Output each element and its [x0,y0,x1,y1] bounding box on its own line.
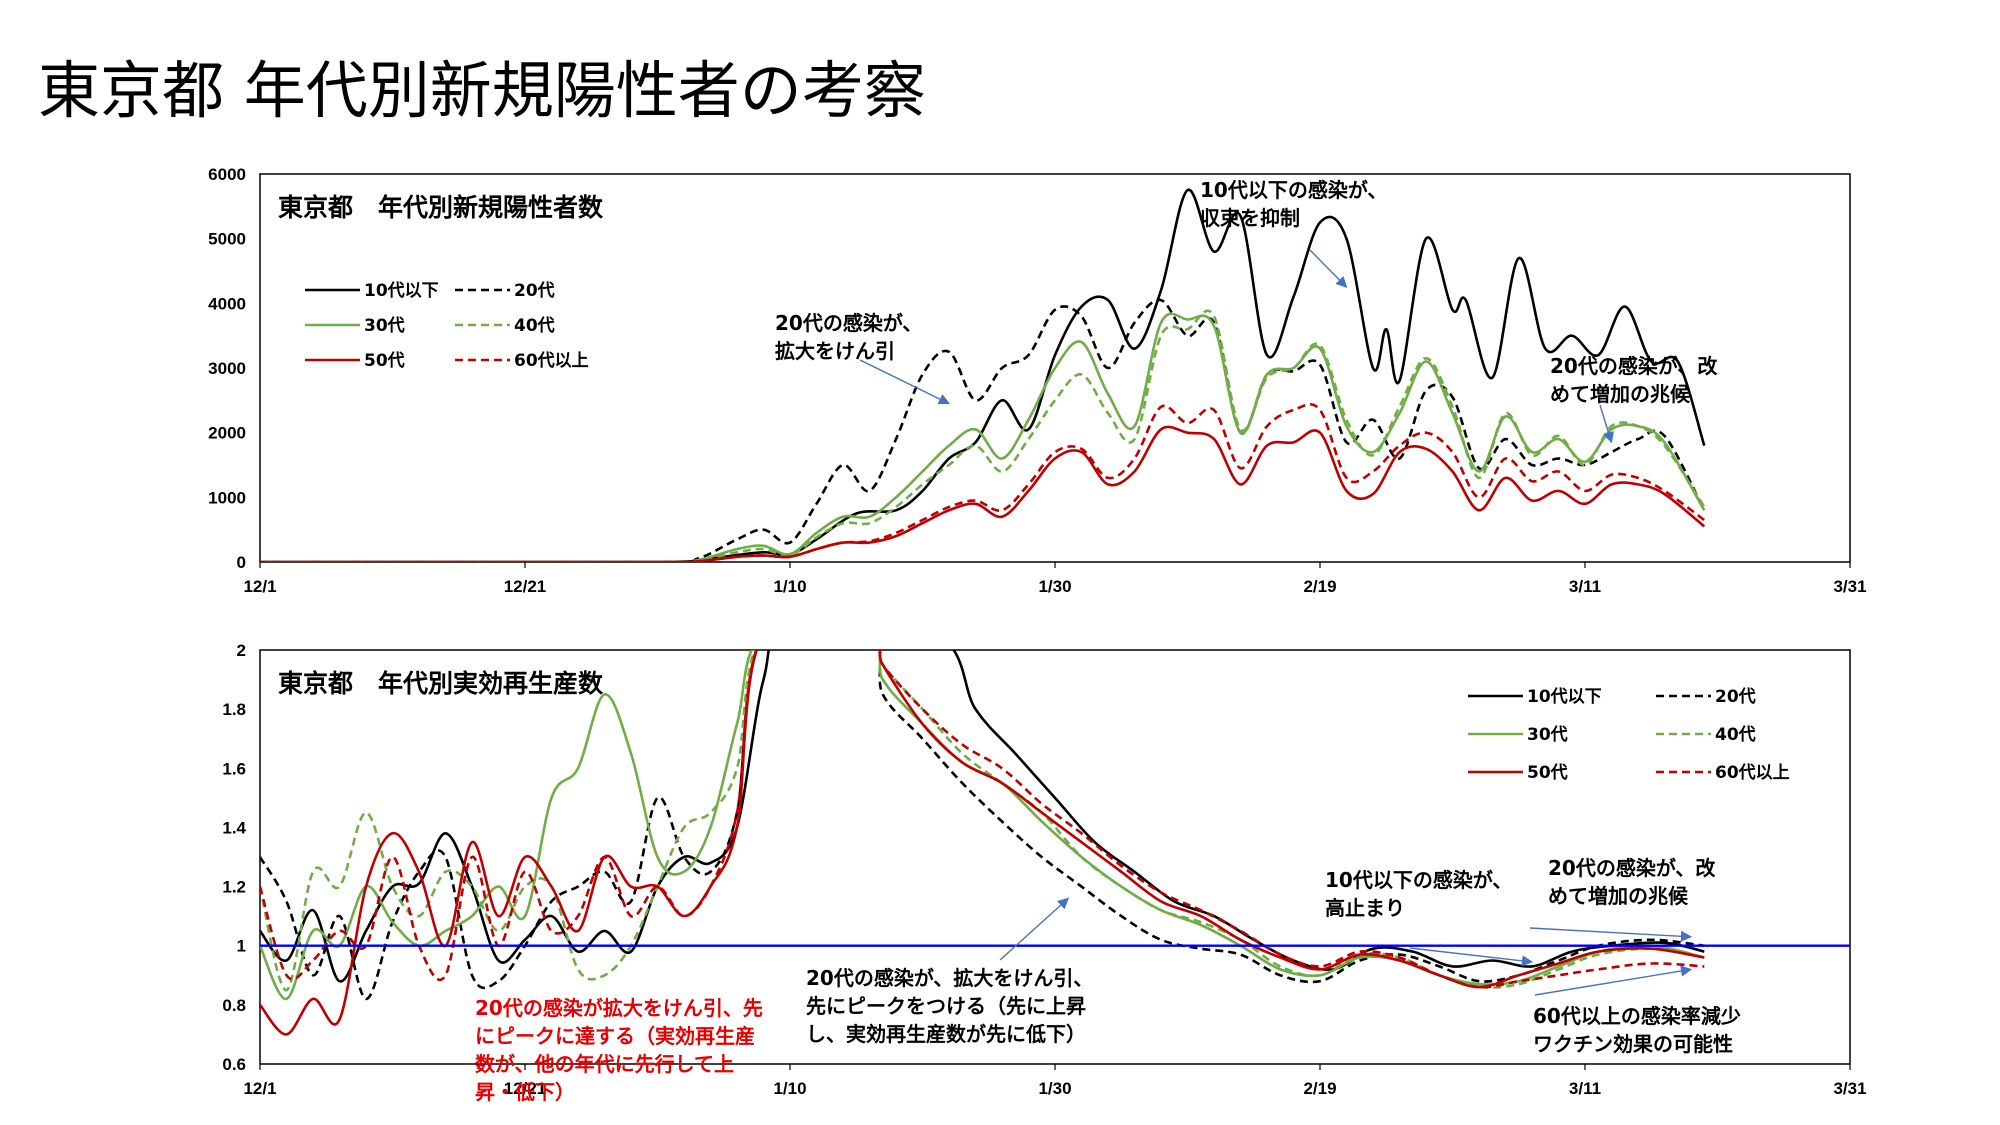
legend-label-30代: 30代 [364,315,405,336]
series-line-40代 [260,650,1705,992]
c1-y-tick-label: 6000 [208,165,246,184]
c1-annotation: 10代以下の感染が、収束を抑制 [1200,178,1387,230]
c1-x-tick-label: 1/10 [773,577,806,596]
c2-annotation-arrow [1534,965,1693,996]
c2-annotation: 60代以上の感染率減少ワクチン効果の可能性 [1533,1004,1741,1056]
c1-annotation-arrow [1309,249,1348,288]
c2-annotation: 20代の感染が、改めて増加の兆候 [1548,856,1716,908]
series-line-60代以上 [260,650,1705,989]
chart1-legend: 10代以下 20代 30代 40代 50代 60代以上 [305,280,589,371]
c1-y-tick-label: 4000 [208,294,246,313]
c1-y-tick-label: 2000 [208,424,246,443]
legend-label-40代: 40代 [1715,724,1756,745]
c2-y-tick-label: 1 [237,937,246,956]
legend-label-50代: 50代 [364,350,405,371]
series-line-30代 [260,312,1706,562]
c1-annotation: 20代の感染が、改めて増加の兆候 [1550,354,1718,406]
series-line-20代 [260,298,1706,562]
c2-y-tick-label: 0.6 [222,1055,246,1074]
legend-label-50代: 50代 [1527,762,1568,783]
legend-label-20代: 20代 [1715,686,1756,707]
c1-x-tick-label: 3/11 [1569,577,1601,596]
series-line-10代以下 [260,188,1706,562]
series-line-40代 [260,309,1706,562]
c2-y-tick-label: 1.2 [222,878,246,897]
legend-label-60代以上: 60代以上 [514,350,589,371]
chart1-title: 東京都 年代別新規陽性者数 [278,193,604,222]
c2-x-tick-label: 1/10 [773,1079,806,1098]
c1-x-tick-label: 3/31 [1833,577,1866,596]
c2-x-tick-label: 1/30 [1038,1079,1071,1098]
c2-y-tick-label: 1.4 [222,818,246,837]
c2-x-tick-label: 3/11 [1569,1079,1601,1098]
c1-x-tick-label: 12/21 [504,577,547,596]
legend-label-20代: 20代 [514,280,555,301]
legend-label-10代以下: 10代以下 [364,280,439,301]
legend-label-40代: 40代 [514,315,555,336]
c1-x-tick-label: 2/19 [1303,577,1336,596]
c2-x-tick-label: 12/1 [243,1079,276,1098]
c2-x-tick-label: 2/19 [1303,1079,1336,1098]
c1-x-tick-label: 1/30 [1038,577,1071,596]
c1-annotation-arrow [859,359,951,405]
c2-y-tick-label: 2 [237,641,246,660]
chart2-legend: 10代以下 20代 30代 40代 50代 60代以上 [1468,686,1790,783]
c1-x-tick-label: 12/1 [243,577,276,596]
chart2-title: 東京都 年代別実効再生産数 [278,669,604,698]
c2-x-tick-label: 3/31 [1833,1079,1866,1098]
c2-annotation: 10代以下の感染が、高止まり [1325,868,1512,920]
c1-y-tick-label: 5000 [208,230,246,249]
c2-annotation-arrow [999,897,1070,961]
c1-y-tick-label: 3000 [208,359,246,378]
c2-y-tick-label: 1.8 [222,700,246,719]
c2-annotation: 20代の感染が拡大をけん引、先にピークに達する（実効再生産数が、他の年代に先行し… [475,996,763,1104]
legend-label-60代以上: 60代以上 [1715,762,1790,783]
c2-y-tick-label: 1.6 [222,759,246,778]
reproduction-number-chart: 0.6 0.8 1 1.2 1.4 1.6 1.8 2 12/1 12/21 1/10 1/30 2/… [222,641,1866,1104]
c1-annotation-arrow [1599,404,1614,444]
c2-x-tick-label: 12/21 [504,1079,547,1098]
legend-label-30代: 30代 [1527,724,1568,745]
c2-y-tick-label: 0.8 [222,996,246,1015]
series-line-50代 [260,650,1705,1036]
c1-y-tick-label: 0 [237,553,246,572]
c2-annotation-arrow [1529,927,1693,942]
c1-y-tick-label: 1000 [208,488,246,507]
legend-label-10代以下: 10代以下 [1527,686,1602,707]
c2-annotation-arrow [1409,947,1534,967]
series-line-50代 [260,425,1706,562]
c2-annotation: 20代の感染が、拡大をけん引、先にピークをつける（先に上昇し、実効再生産数が先に… [806,966,1093,1046]
page-title: 東京都 年代別新規陽性者の考察 [38,54,926,127]
c1-annotation: 20代の感染が、拡大をけん引 [775,311,922,363]
new-cases-chart: 0 1000 2000 3000 4000 5000 6000 12/1 12/21 1/10 1… [208,165,1866,596]
series-line-10代以下 [260,650,1705,983]
